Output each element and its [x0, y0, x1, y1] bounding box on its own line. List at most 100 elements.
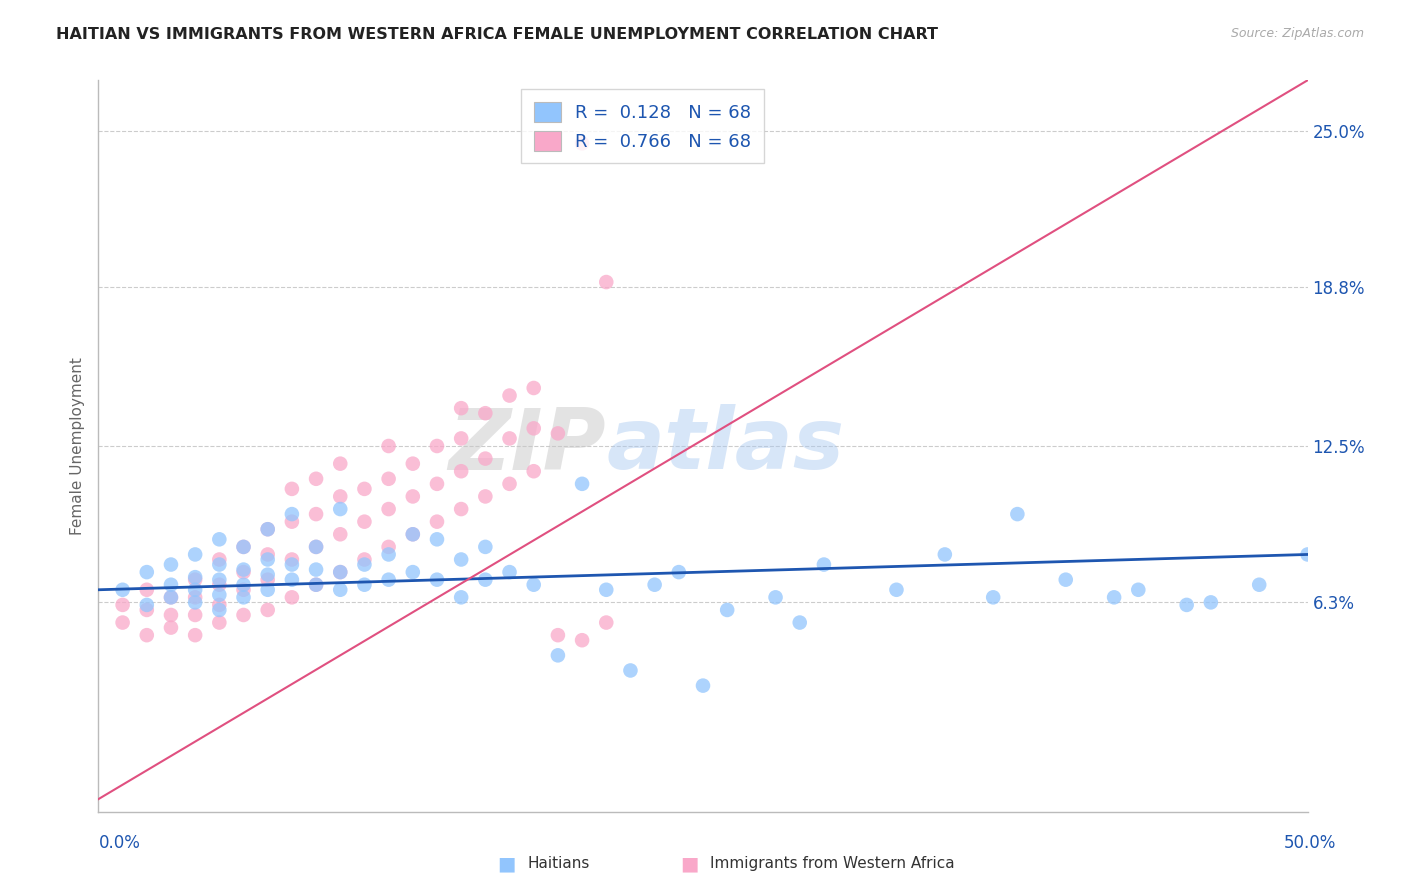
Immigrants from Western Africa: [281, 552, 304, 566]
Haitians: [135, 565, 157, 579]
Haitians: [329, 582, 352, 597]
Immigrants from Western Africa: [450, 502, 472, 516]
Haitians: [886, 582, 908, 597]
Haitians: [450, 552, 472, 566]
Immigrants from Western Africa: [547, 426, 569, 441]
Immigrants from Western Africa: [232, 582, 254, 597]
Haitians: [160, 558, 183, 572]
Immigrants from Western Africa: [208, 615, 231, 630]
Haitians: [160, 578, 183, 592]
Haitians: [208, 558, 231, 572]
Immigrants from Western Africa: [256, 548, 278, 562]
Haitians: [619, 664, 641, 678]
Immigrants from Western Africa: [111, 615, 134, 630]
Haitians: [644, 578, 666, 592]
Immigrants from Western Africa: [523, 421, 546, 435]
Haitians: [595, 582, 617, 597]
Haitians: [571, 476, 593, 491]
Haitians: [668, 565, 690, 579]
Text: Immigrants from Western Africa: Immigrants from Western Africa: [710, 856, 955, 871]
Haitians: [184, 582, 207, 597]
Immigrants from Western Africa: [474, 406, 496, 420]
Immigrants from Western Africa: [402, 490, 425, 504]
Haitians: [184, 570, 207, 584]
Immigrants from Western Africa: [329, 490, 352, 504]
Haitians: [208, 603, 231, 617]
Legend: R =  0.128   N = 68, R =  0.766   N = 68: R = 0.128 N = 68, R = 0.766 N = 68: [522, 89, 763, 163]
Haitians: [1054, 573, 1077, 587]
Immigrants from Western Africa: [232, 565, 254, 579]
Haitians: [426, 533, 449, 547]
Immigrants from Western Africa: [571, 136, 593, 151]
Haitians: [208, 573, 231, 587]
Haitians: [981, 591, 1004, 605]
Haitians: [523, 578, 546, 592]
Immigrants from Western Africa: [450, 401, 472, 416]
Text: atlas: atlas: [606, 404, 845, 488]
Haitians: [498, 565, 520, 579]
Immigrants from Western Africa: [329, 527, 352, 541]
Text: Haitians: Haitians: [527, 856, 589, 871]
Immigrants from Western Africa: [305, 472, 328, 486]
Haitians: [402, 565, 425, 579]
Haitians: [208, 588, 231, 602]
Haitians: [232, 563, 254, 577]
Haitians: [256, 582, 278, 597]
Haitians: [377, 573, 399, 587]
Immigrants from Western Africa: [450, 432, 472, 446]
Immigrants from Western Africa: [135, 582, 157, 597]
Immigrants from Western Africa: [281, 482, 304, 496]
Haitians: [256, 522, 278, 536]
Immigrants from Western Africa: [547, 628, 569, 642]
Immigrants from Western Africa: [160, 591, 183, 605]
Haitians: [329, 565, 352, 579]
Immigrants from Western Africa: [377, 439, 399, 453]
Immigrants from Western Africa: [595, 275, 617, 289]
Haitians: [353, 558, 375, 572]
Immigrants from Western Africa: [377, 472, 399, 486]
Haitians: [281, 573, 304, 587]
Haitians: [474, 573, 496, 587]
Immigrants from Western Africa: [402, 457, 425, 471]
Immigrants from Western Africa: [160, 607, 183, 622]
Immigrants from Western Africa: [208, 578, 231, 592]
Text: ZIP: ZIP: [449, 404, 606, 488]
Haitians: [426, 573, 449, 587]
Immigrants from Western Africa: [305, 540, 328, 554]
Immigrants from Western Africa: [232, 607, 254, 622]
Immigrants from Western Africa: [135, 603, 157, 617]
Immigrants from Western Africa: [184, 591, 207, 605]
Haitians: [1128, 582, 1150, 597]
Text: Source: ZipAtlas.com: Source: ZipAtlas.com: [1230, 27, 1364, 40]
Haitians: [232, 591, 254, 605]
Haitians: [281, 558, 304, 572]
Haitians: [1199, 595, 1222, 609]
Immigrants from Western Africa: [208, 552, 231, 566]
Immigrants from Western Africa: [256, 522, 278, 536]
Haitians: [934, 548, 956, 562]
Haitians: [402, 527, 425, 541]
Immigrants from Western Africa: [353, 515, 375, 529]
Text: ■: ■: [496, 854, 516, 873]
Immigrants from Western Africa: [498, 476, 520, 491]
Immigrants from Western Africa: [353, 482, 375, 496]
Immigrants from Western Africa: [208, 598, 231, 612]
Immigrants from Western Africa: [135, 628, 157, 642]
Immigrants from Western Africa: [184, 573, 207, 587]
Haitians: [1007, 507, 1029, 521]
Immigrants from Western Africa: [256, 573, 278, 587]
Immigrants from Western Africa: [281, 591, 304, 605]
Immigrants from Western Africa: [474, 451, 496, 466]
Immigrants from Western Africa: [523, 381, 546, 395]
Haitians: [716, 603, 738, 617]
Haitians: [305, 578, 328, 592]
Haitians: [329, 502, 352, 516]
Y-axis label: Female Unemployment: Female Unemployment: [69, 357, 84, 535]
Haitians: [1249, 578, 1271, 592]
Haitians: [184, 548, 207, 562]
Immigrants from Western Africa: [426, 439, 449, 453]
Haitians: [160, 591, 183, 605]
Immigrants from Western Africa: [160, 621, 183, 635]
Haitians: [135, 598, 157, 612]
Haitians: [1296, 548, 1319, 562]
